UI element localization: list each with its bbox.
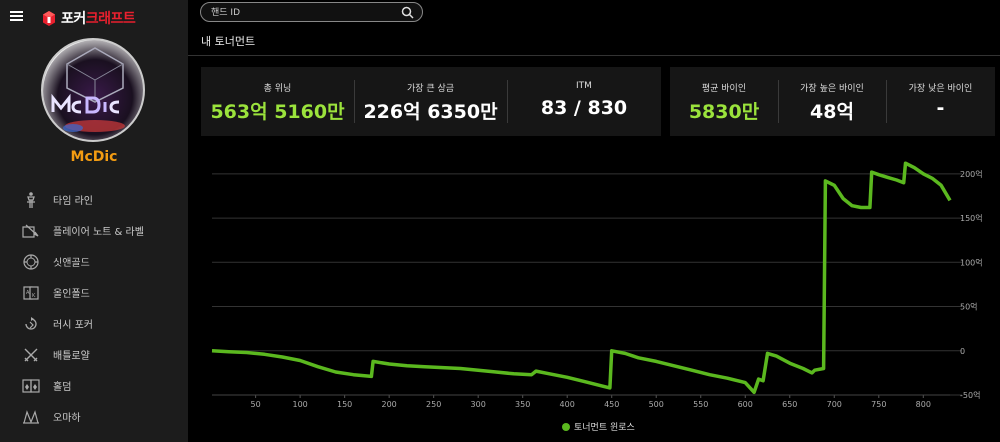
x-tick-label: 450	[604, 400, 619, 409]
avatar-image	[43, 40, 143, 140]
chart-legend[interactable]: 토너먼트 윈로스	[562, 422, 635, 433]
winnings-stats-card: 총 위닝 563억 5160만 가장 큰 상금 226억 6350만 ITM 8…	[201, 67, 661, 136]
sidebar-item-label: 오마하	[53, 413, 81, 424]
search-bar	[200, 2, 423, 22]
x-tick-label: 300	[471, 400, 486, 409]
sidebar-item-label: 홀덤	[53, 382, 72, 393]
sidebar-item-label: 싯앤골드	[53, 258, 90, 269]
x-tick-label: 550	[693, 400, 708, 409]
rush-poker-icon	[22, 315, 40, 333]
x-tick-label: 600	[738, 400, 753, 409]
sidebar-item-label: 배틀로얄	[53, 351, 90, 362]
y-tick-label: 0	[960, 347, 965, 356]
x-tick-label: 350	[515, 400, 530, 409]
buyin-stats-card: 평균 바이인 5830만 가장 높은 바이인 48억 가장 낮은 바이인 -	[670, 67, 995, 136]
timeline-icon	[22, 191, 40, 209]
total-winnings-stat: 총 위닝 563억 5160만	[201, 67, 354, 136]
stat-value: 226억 6350만	[363, 101, 498, 123]
sidebar-item-label: 타임 라인	[53, 196, 93, 207]
x-axis-ticks: 50 100 150 200 250 300 350 400 450 500 550 600 650 70…	[251, 400, 931, 409]
x-tick-label: 250	[426, 400, 441, 409]
sidebar: 포커크래프트 McDic	[0, 0, 188, 442]
stat-value: 83 / 830	[540, 97, 628, 119]
avatar[interactable]	[41, 38, 145, 142]
stat-value: -	[936, 97, 945, 119]
hand-id-search-input[interactable]	[211, 5, 391, 20]
sidebar-item-label: 러시 포커	[53, 320, 93, 331]
y-tick-label: 50억	[960, 302, 978, 312]
app-title: 포커크래프트	[61, 8, 136, 28]
x-tick-label: 650	[782, 400, 797, 409]
sidebar-item-battle-royale[interactable]: 배틀로얄	[0, 339, 188, 370]
x-tick-label: 150	[337, 400, 352, 409]
username: McDic	[70, 149, 118, 165]
legend-marker	[562, 423, 570, 431]
holdem-icon	[22, 377, 40, 395]
itm-stat: ITM 83 / 830	[507, 67, 661, 136]
logo-mark-icon	[43, 10, 55, 26]
sidebar-item-timeline[interactable]: 타임 라인	[0, 184, 188, 215]
stat-label: 가장 낮은 바이인	[908, 84, 973, 94]
sidebar-item-omaha[interactable]: 오마하	[0, 401, 188, 432]
y-tick-label: -50억	[960, 390, 980, 400]
y-tick-label: 200억	[960, 169, 983, 179]
sidebar-item-rush-poker[interactable]: 러시 포커	[0, 308, 188, 339]
x-tick-label: 50	[251, 400, 261, 409]
x-tick-label: 750	[871, 400, 886, 409]
lowest-buyin-stat: 가장 낮은 바이인 -	[886, 67, 995, 136]
sidebar-item-notes[interactable]: 플레이어 노트 & 라벨	[0, 215, 188, 246]
sidebar-item-holdem[interactable]: 홀덤	[0, 370, 188, 401]
y-axis-ticks: 200억 150억 100억 50억 0 -50억	[960, 169, 983, 400]
y-tick-label: 100억	[960, 257, 983, 267]
stat-label: 가장 큰 상금	[406, 84, 455, 94]
average-buyin-stat: 평균 바이인 5830만	[670, 67, 778, 136]
omaha-icon	[22, 408, 40, 426]
stat-label: 총 위닝	[263, 84, 292, 94]
stat-label: 평균 바이인	[701, 84, 747, 94]
main-content: 내 토너먼트 총 위닝 563억 5160만 가장 큰 상금 226억 6350…	[188, 0, 1000, 442]
stat-value: 563억 5160만	[210, 101, 345, 123]
search-icon[interactable]	[401, 6, 414, 19]
notes-icon	[22, 222, 40, 240]
app-logo[interactable]: 포커크래프트	[43, 8, 136, 28]
brand-main: 포커	[61, 11, 86, 27]
tournament-winloss-chart: 200억 150억 100억 50억 0 -50억 50 100 150 200 250 300 35…	[211, 161, 983, 433]
x-tick-label: 800	[916, 400, 931, 409]
x-tick-label: 100	[292, 400, 307, 409]
highest-buyin-stat: 가장 높은 바이인 48억	[778, 67, 886, 136]
stat-label: 가장 높은 바이인	[800, 84, 864, 94]
sidebar-item-sit-and-go[interactable]: 싯앤골드	[0, 246, 188, 277]
legend-label: 토너먼트 윈로스	[574, 422, 635, 433]
x-tick-label: 400	[560, 400, 575, 409]
divider	[188, 55, 1000, 56]
brand-accent: 크래프트	[85, 11, 136, 27]
page-title: 내 토너먼트	[201, 35, 256, 48]
svg-text:K: K	[32, 293, 36, 299]
x-tick-label: 200	[382, 400, 397, 409]
sit-and-go-icon	[22, 253, 40, 271]
x-tick-label: 700	[827, 400, 842, 409]
stat-value: 5830만	[688, 101, 760, 123]
battle-royale-icon	[22, 346, 40, 364]
biggest-prize-stat: 가장 큰 상금 226억 6350만	[354, 67, 507, 136]
sidebar-item-label: 플레이어 노트 & 라벨	[53, 227, 144, 238]
stat-value: 48억	[810, 101, 854, 123]
sidebar-header: 포커크래프트	[0, 0, 188, 32]
hamburger-menu-icon[interactable]	[10, 11, 23, 21]
winloss-series-line	[211, 161, 952, 395]
stat-label: ITM	[576, 81, 592, 91]
sidebar-item-label: 올인폴드	[53, 289, 90, 300]
y-tick-label: 150억	[960, 213, 983, 223]
chart-gridlines	[212, 173, 962, 398]
svg-text:A: A	[26, 290, 30, 296]
x-tick-label: 500	[649, 400, 664, 409]
